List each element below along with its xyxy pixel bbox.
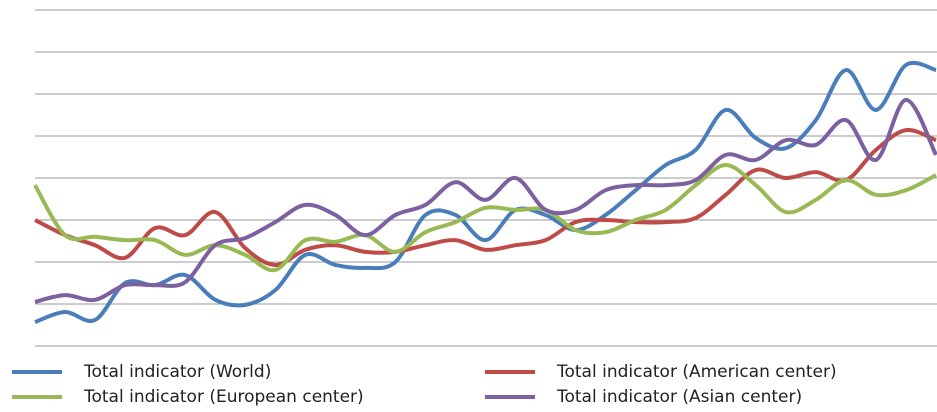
- legend-label: Total indicator (Asian center): [556, 387, 802, 407]
- series-line: [34, 60, 937, 324]
- legend-label: Total indicator (American center): [556, 362, 837, 382]
- legend-label: Total indicator (World): [83, 362, 271, 382]
- legend-label: Total indicator (European center): [83, 387, 364, 407]
- series-line: [34, 128, 937, 267]
- series-line: [34, 97, 937, 304]
- series-line: [33, 162, 937, 273]
